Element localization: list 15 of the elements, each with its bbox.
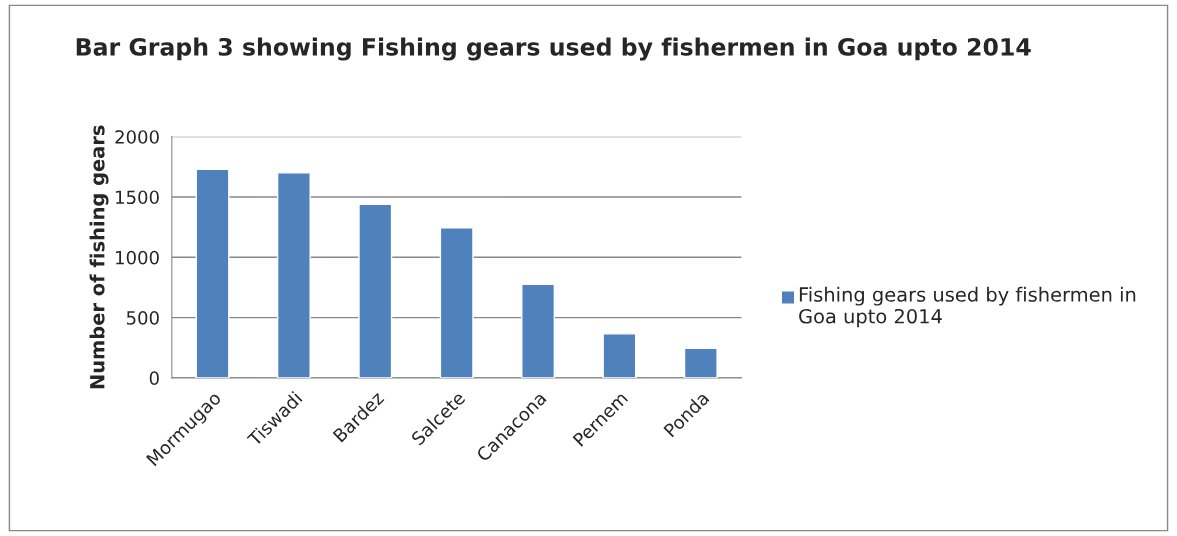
y-tick-label: 1000 xyxy=(116,250,159,265)
y-axis-title: Number of fishing gears xyxy=(89,125,109,389)
legend-label: Fishing gears used by fishermen in Goa upto 2014 xyxy=(799,286,1136,328)
y-tick-label: 1500 xyxy=(116,190,159,205)
bar xyxy=(195,168,230,378)
bar xyxy=(602,333,637,378)
y-tick-label: 0 xyxy=(149,371,159,385)
chart-title: Bar Graph 3 showing Fishing gears used by fishermen in Goa upto 2014 xyxy=(76,37,1031,61)
bar xyxy=(521,283,556,378)
bar xyxy=(439,227,474,378)
y-tick-label: 2000 xyxy=(115,130,159,144)
bar xyxy=(276,172,311,378)
bar xyxy=(683,347,718,378)
y-tick-label: 500 xyxy=(126,311,159,325)
bar xyxy=(358,203,393,378)
